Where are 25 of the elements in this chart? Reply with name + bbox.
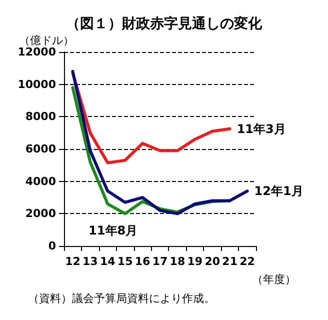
y-tick-label: 10000 (18, 78, 56, 91)
x-tick-label: 18 (170, 255, 186, 268)
x-tick-label: 16 (134, 255, 151, 268)
y-tick-label: 0 (48, 240, 56, 252)
y-tick-label: 8000 (25, 110, 56, 124)
series-label: 12年1月 (254, 184, 304, 198)
x-tick-label: 14 (100, 255, 116, 268)
x-tick-label: 21 (222, 255, 238, 268)
x-tick-label: 19 (187, 255, 203, 268)
chart-title: （図１）財政赤字見通しの変化 (66, 15, 263, 32)
x-tick-label: 15 (117, 255, 133, 268)
y-axis-title: （億ドル） (19, 34, 74, 47)
series-label: 11年3月 (236, 122, 286, 136)
x-axis-title: （年度） (252, 273, 296, 286)
series-label: 11年8月 (88, 224, 138, 238)
x-tick-label: 17 (152, 255, 168, 268)
y-tick-label: 12000 (18, 46, 56, 58)
x-tick-label: 20 (204, 255, 220, 268)
x-tick-label: 12 (65, 255, 80, 268)
x-tick-label: 22 (240, 255, 255, 268)
y-tick-label: 2000 (25, 207, 56, 220)
y-tick-label: 4000 (25, 174, 56, 188)
y-tick-label: 6000 (25, 142, 56, 156)
text: （資料）議会予算局資料により作成。 (28, 292, 215, 305)
x-tick-label: 13 (82, 255, 98, 268)
